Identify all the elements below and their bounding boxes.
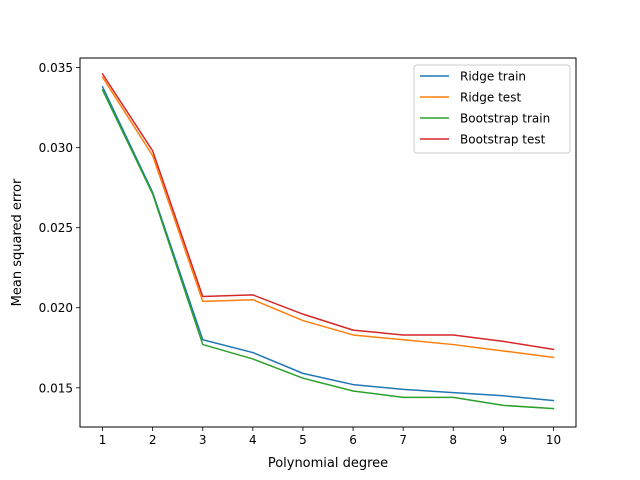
series-line-ridge-test: [101, 76, 555, 359]
y-tick-label: 0.015: [39, 381, 73, 395]
x-axis-label: Polynomial degree: [268, 456, 388, 471]
series-line-ridge-train: [101, 85, 555, 402]
x-tick-label: 9: [500, 433, 508, 447]
y-axis: 0.015 0.020 0.025 0.030 0.035: [39, 61, 80, 395]
x-tick-label: 5: [299, 433, 307, 447]
legend-label-ridge-train: Ridge train: [460, 70, 526, 84]
series-layer: [101, 72, 555, 410]
x-tick-label: 2: [149, 433, 157, 447]
x-tick-label: 1: [99, 433, 107, 447]
y-axis-label: Mean squared error: [10, 178, 25, 306]
x-tick-label: 6: [349, 433, 357, 447]
y-tick-label: 0.035: [39, 61, 73, 75]
x-axis: 1 2 3 4 5 6 7 8 9 10: [99, 427, 561, 447]
plot-frame: [79, 57, 577, 428]
y-tick-label: 0.025: [39, 221, 73, 235]
legend-frame: [413, 64, 571, 154]
x-tick-label: 3: [199, 433, 207, 447]
x-tick-label: 7: [399, 433, 407, 447]
series-line-bootstrap-train: [101, 89, 555, 410]
x-tick-label: 8: [449, 433, 457, 447]
y-tick-label: 0.030: [39, 141, 73, 155]
x-tick-label: 10: [546, 433, 561, 447]
x-tick-label: 4: [249, 433, 257, 447]
legend-label-bootstrap-train: Bootstrap train: [460, 112, 550, 126]
series-line-bootstrap-test: [101, 72, 555, 351]
legend-label-ridge-test: Ridge test: [460, 91, 521, 105]
y-tick-label: 0.020: [39, 301, 73, 315]
legend-label-bootstrap-test: Bootstrap test: [460, 133, 546, 147]
legend: Ridge train Ridge test Bootstrap train Boot…: [413, 64, 571, 154]
